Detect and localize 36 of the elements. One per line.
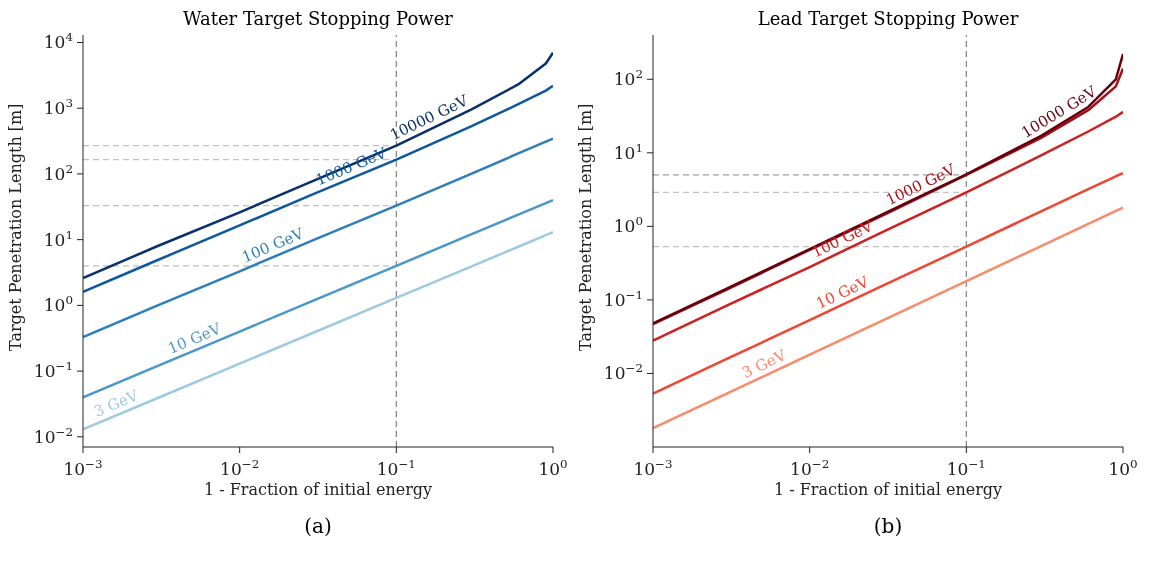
x-axis-title: 1 - Fraction of initial energy xyxy=(203,480,433,499)
y-tick-label: 10$^{−1}$ xyxy=(603,287,643,310)
y-tick-label: 10$^{2}$ xyxy=(43,161,73,184)
text: (a) xyxy=(303,514,333,538)
y-tick-label: 10$^{0}$ xyxy=(43,293,73,316)
y-tick-label: 10$^{3}$ xyxy=(43,96,73,119)
chart-title: Water Target Stopping Power xyxy=(182,8,454,30)
text: 1000 GeV xyxy=(313,143,391,190)
text: 10 GeV xyxy=(165,319,225,358)
y-tick-label: 10$^{1}$ xyxy=(613,140,643,163)
text: 100 GeV xyxy=(809,216,877,262)
text: 3 GeV xyxy=(91,385,142,421)
y-tick-label: 10$^{2}$ xyxy=(613,67,643,90)
y-tick-label: 10$^{−2}$ xyxy=(603,361,643,384)
x-tick-label: 10$^{−3}$ xyxy=(633,457,673,479)
y-tick-label: 10$^{1}$ xyxy=(43,227,73,250)
x-tick-label: 10$^{0}$ xyxy=(1108,457,1138,479)
x-tick-label: 10$^{−2}$ xyxy=(790,457,830,479)
y-tick-label: 10$^{−2}$ xyxy=(33,424,73,447)
text: 3 GeV xyxy=(739,345,790,382)
x-axis-title: 1 - Fraction of initial energy xyxy=(773,480,1003,499)
x-tick-label: 10$^{0}$ xyxy=(538,457,568,479)
text: 100 GeV xyxy=(239,223,308,267)
y-tick-label: 10$^{−1}$ xyxy=(33,359,73,382)
text: 10 GeV xyxy=(813,272,873,313)
x-tick-label: 10$^{−3}$ xyxy=(63,457,103,479)
y-tick-label: 10$^{4}$ xyxy=(43,30,73,53)
x-tick-label: 10$^{−1}$ xyxy=(376,457,416,479)
chart-title: Lead Target Stopping Power xyxy=(756,8,1020,30)
y-axis-title: Target Penetration Length [m] xyxy=(575,103,595,351)
y-axis-title: Target Penetration Length [m] xyxy=(5,103,25,351)
text: (b) xyxy=(872,514,904,538)
text: 1000 GeV xyxy=(883,159,960,210)
x-tick-label: 10$^{−1}$ xyxy=(946,457,986,479)
y-tick-label: 10$^{0}$ xyxy=(613,214,643,237)
x-tick-label: 10$^{−2}$ xyxy=(220,457,260,479)
